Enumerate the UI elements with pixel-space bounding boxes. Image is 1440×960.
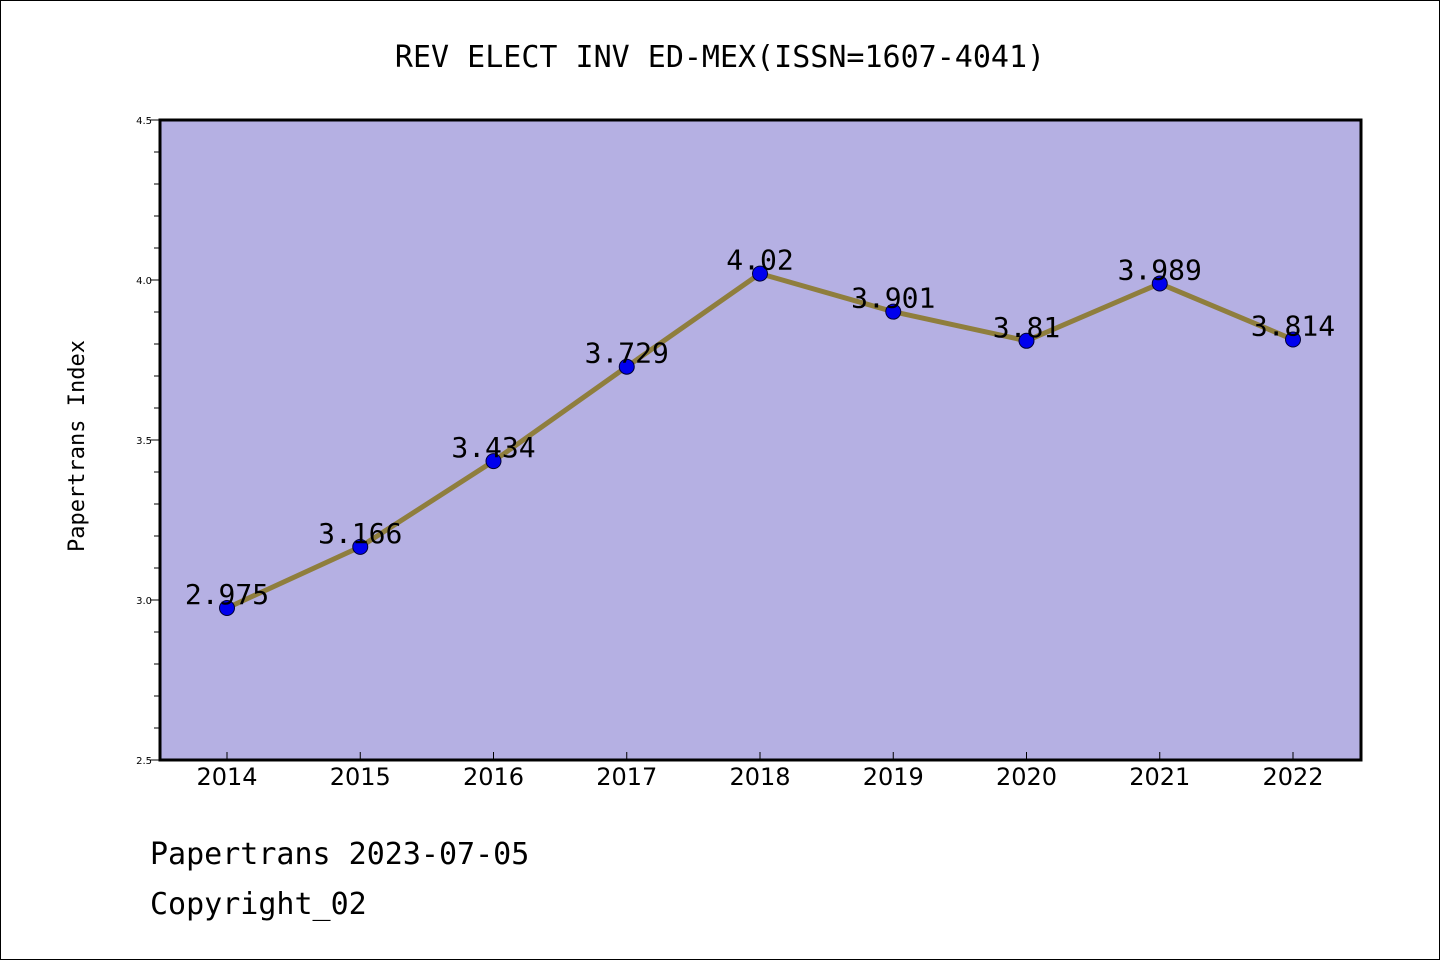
data-label: 4.02: [726, 244, 793, 277]
data-point: [752, 265, 768, 282]
data-label: 3.434: [451, 431, 535, 464]
y-tick-label: 4.0: [136, 276, 152, 287]
data-labels: 2.975 3.166 3.434 3.729 4.02 3.901 3.81 3.989 3.…: [185, 244, 1335, 611]
data-point: [618, 358, 635, 375]
data-label: 3.989: [1118, 254, 1202, 287]
x-tick-label: 2020: [996, 763, 1057, 791]
data-label: 3.814: [1251, 310, 1335, 343]
x-tick-label: 2022: [1262, 763, 1323, 791]
data-label: 3.901: [851, 282, 935, 315]
x-axis: 2014 2015 2016 2017 2018 2019 2020 2021 2022: [196, 752, 1324, 791]
data-point: [352, 538, 369, 555]
data-point: [219, 600, 235, 616]
data-point: [1018, 332, 1035, 349]
data-point: [485, 453, 502, 470]
data-point: [885, 303, 902, 320]
x-tick-label: 2018: [729, 763, 790, 791]
x-tick-label: 2021: [1129, 763, 1190, 791]
x-tick-label: 2019: [863, 763, 924, 791]
data-label: 3.166: [318, 517, 402, 550]
data-points: [219, 265, 1301, 616]
x-tick-label: 2014: [196, 763, 257, 791]
x-tick-label: 2017: [596, 763, 657, 791]
footer-copyright: Copyright_02: [150, 887, 367, 922]
plot-area: [158, 118, 1363, 762]
y-axis-label: Papertrans Index: [65, 340, 90, 552]
y-tick-label: 2.5: [136, 756, 152, 767]
y-tick-label: 4.5: [136, 116, 152, 127]
x-tick-label: 2015: [330, 763, 391, 791]
data-label: 3.729: [585, 337, 669, 370]
y-axis: 2.5 3.0 3.5 4.0 4.5: [136, 116, 160, 767]
footer-date: Papertrans 2023-07-05: [150, 837, 529, 872]
data-point: [1151, 275, 1168, 292]
chart-title: REV ELECT INV ED-MEX(ISSN=1607-4041): [395, 40, 1045, 75]
data-label: 2.975: [185, 578, 269, 611]
y-tick-label: 3.0: [136, 596, 152, 607]
y-tick-label: 3.5: [136, 436, 152, 447]
data-point: [1285, 331, 1301, 348]
data-label: 3.81: [993, 311, 1060, 344]
x-tick-label: 2016: [463, 763, 524, 791]
